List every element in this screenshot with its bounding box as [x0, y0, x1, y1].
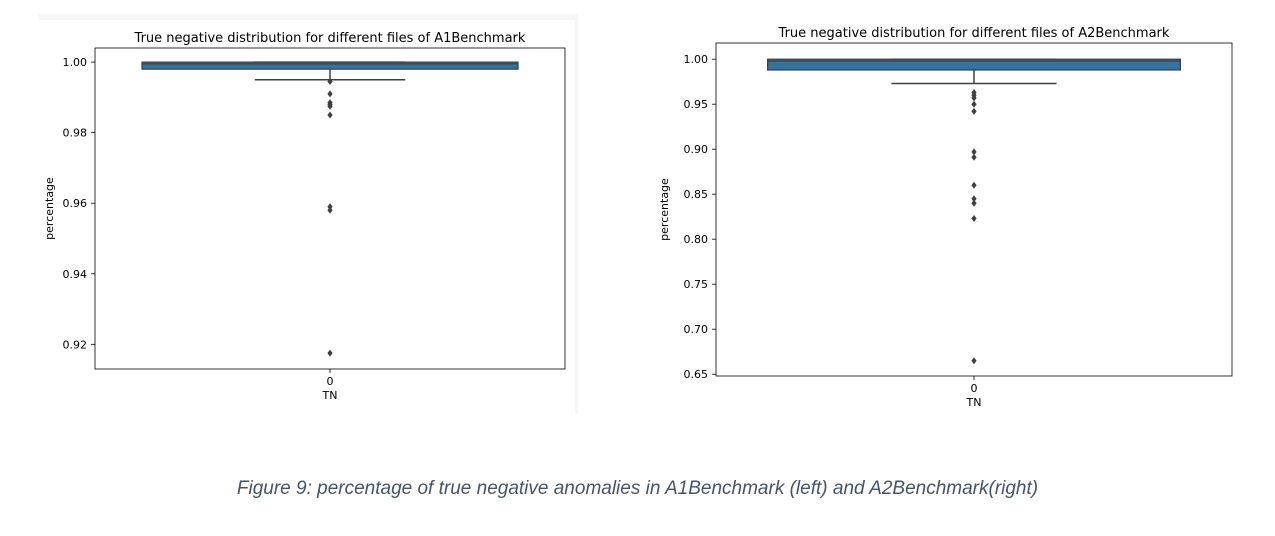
y-tick-label: 0.94: [63, 268, 88, 281]
y-axis-label: percentage: [43, 177, 56, 240]
flier-point: [971, 153, 977, 161]
y-tick-label: 0.85: [684, 188, 709, 201]
flier-point: [327, 206, 333, 214]
flier-point: [971, 357, 977, 365]
y-axis-label: percentage: [658, 178, 671, 241]
y-tick-label: 1.00: [684, 53, 709, 66]
x-tick-label: 0: [971, 382, 978, 395]
flier-point: [327, 78, 333, 86]
flier-point: [971, 107, 977, 115]
y-tick-label: 0.96: [63, 197, 88, 210]
flier-point: [327, 90, 333, 98]
y-tick-label: 0.90: [684, 143, 709, 156]
y-tick-label: 0.98: [63, 127, 88, 140]
chart-a2benchmark: True negative distribution for different…: [658, 26, 1233, 409]
flier-point: [971, 215, 977, 222]
flier-point: [327, 102, 333, 110]
flier-point: [971, 195, 977, 203]
y-tick-label: 0.92: [63, 338, 88, 351]
chart-title: True negative distribution for different…: [134, 31, 526, 46]
y-tick-label: 0.75: [684, 278, 709, 291]
box-iqr: [766, 58, 1181, 71]
flier-point: [971, 100, 977, 108]
flier-point: [327, 349, 333, 357]
y-tick-label: 0.80: [684, 233, 709, 246]
y-tick-label: 0.70: [684, 323, 709, 336]
flier-point: [971, 181, 977, 189]
flier-point: [971, 148, 977, 156]
x-axis-label: TN: [322, 389, 338, 402]
flier-point: [971, 199, 977, 207]
y-tick-label: 0.95: [684, 98, 709, 111]
left-panel: [38, 20, 575, 414]
flier-point: [327, 203, 333, 211]
y-tick-label: 0.65: [684, 368, 709, 381]
box-iqr: [141, 61, 519, 70]
x-tick-label: 0: [327, 375, 334, 388]
figure-caption: Figure 9: percentage of true negative an…: [236, 478, 1039, 499]
y-tick-label: 1.00: [63, 56, 88, 69]
flier-point: [971, 94, 977, 102]
flier-point: [327, 111, 333, 119]
chart-title: True negative distribution for different…: [778, 26, 1170, 41]
x-axis-label: TN: [966, 396, 982, 409]
chart-a1benchmark: True negative distribution for different…: [43, 31, 566, 402]
